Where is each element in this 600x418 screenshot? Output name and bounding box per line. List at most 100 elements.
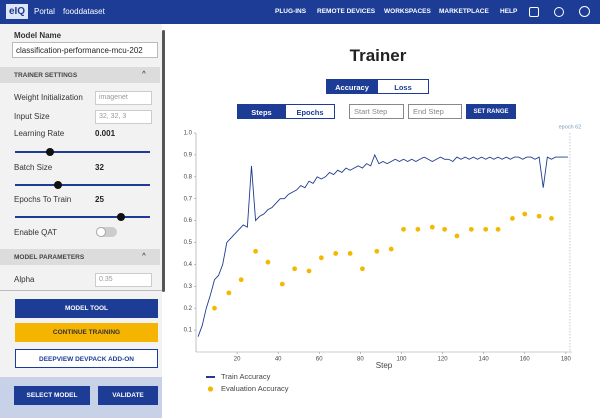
x-tick-label: 20 [234,357,241,363]
select-value: 32, 32, 3 [99,113,127,120]
eval-point [388,246,394,252]
label: Alpha [14,275,35,284]
portal[interactable]: Portal [34,7,55,16]
label: Epochs To Train [14,195,72,204]
divider [0,290,162,291]
nav-link[interactable]: REMOTE DEVICES [317,8,376,15]
label: Input Size [14,112,50,121]
x-tick-label: 80 [357,357,364,363]
x-tick-label: 140 [479,357,490,363]
select-value: 0.35 [99,276,113,283]
eval-point [333,251,339,256]
eval-point [279,281,285,287]
tab[interactable]: Steps [237,104,286,119]
slider-track[interactable] [15,151,150,153]
select[interactable]: imagenet [95,91,152,105]
sidebar-footer: SELECT MODEL VALIDATE [0,377,162,418]
model-name-input[interactable]: classification-performance-mcu-202 [12,42,158,58]
eval-point [212,305,217,311]
icon[interactable] [529,7,539,17]
select-value: imagenet [99,94,128,101]
eval-point [374,248,380,254]
x-tick-label: 40 [275,357,282,363]
x-tick-label: 100 [396,357,407,363]
x-tick-label: 180 [561,357,572,363]
x-tick-label: 60 [316,357,323,363]
slider-track[interactable] [15,216,150,218]
label: Weight Initialization [14,93,83,102]
legend-label: Train Accuracy [221,372,271,381]
button[interactable]: VALIDATE [98,386,158,405]
eval-point [442,226,448,232]
eval-point [318,255,324,261]
scrollbar[interactable] [162,30,165,292]
slider-track[interactable] [15,184,150,186]
nav-link[interactable]: MARKETPLACE [439,8,489,15]
value: 32 [95,163,104,172]
icon[interactable] [554,7,564,17]
eval-point [495,226,501,232]
x-tick-label: 160 [520,357,531,363]
select[interactable]: 32, 32, 3 [95,110,152,124]
eval-point [265,259,271,265]
toggle-knob [96,227,106,237]
y-tick-label: 0.1 [184,328,193,334]
x-tick-label: 120 [438,357,449,363]
nav-link[interactable]: WORKSPACES [384,8,431,15]
page-title: Trainer [349,46,407,65]
section-header[interactable]: TRAINER SETTINGS ^ [0,67,160,83]
y-tick-label: 0.2 [184,306,193,312]
button[interactable]: SELECT MODEL [14,386,90,405]
eval-point [549,216,554,221]
section-title: MODEL PARAMETERS [14,254,85,261]
select[interactable]: 0.35 [95,273,152,287]
button[interactable]: DEEPVIEW DEVPACK ADD-ON [15,349,158,368]
eval-point [360,266,365,272]
button[interactable]: CONTINUE TRAINING [15,323,158,342]
button[interactable]: MODEL TOOL [15,299,158,318]
eval-point [429,224,435,230]
project-name[interactable]: fooddataset [63,7,105,16]
tab[interactable]: Epochs [285,104,335,119]
label: Batch Size [14,163,53,172]
input[interactable]: End Step [408,104,462,119]
slider-knob[interactable] [46,148,54,156]
eval-point [454,233,460,239]
slider-knob[interactable] [117,213,125,221]
eval-point [292,266,298,272]
nav-bar: eIQ Portal fooddataset PLUG-INS REMOTE D… [0,0,600,24]
nav-link[interactable]: PLUG-INS [275,8,307,15]
section-header[interactable]: MODEL PARAMETERS ^ [0,249,160,265]
eval-point [401,226,406,232]
icon[interactable] [579,6,590,17]
eval-point [468,226,474,232]
y-tick-label: 0.9 [184,152,193,158]
input[interactable]: Start Step [349,104,404,119]
eval-point [347,251,353,256]
slider-knob[interactable] [54,181,62,189]
tab[interactable]: Loss [377,79,429,94]
eval-point [415,226,421,232]
value: 25 [95,195,104,204]
eval-point [253,248,258,254]
y-tick-label: 0.3 [184,284,193,290]
annotation: epoch 62 [559,124,582,130]
button[interactable]: SET RANGE [466,104,516,119]
legend-swatch [207,386,214,392]
eval-point [483,226,489,232]
train-line [197,153,568,337]
nav-link[interactable]: HELP [500,8,518,15]
eval-point [226,290,232,296]
label: Enable QAT [14,228,57,237]
y-tick-label: 0.7 [184,196,193,202]
eval-point [536,213,542,219]
eval-point [510,216,515,221]
logo[interactable]: eIQ [6,4,28,19]
label: Model Name [14,31,62,40]
eval-point [306,268,312,274]
value: 0.001 [95,129,116,138]
chart: 0.1 0.2 0.3 0.4 0.5 0.6 0.7 0.8 0.9 1.0 20 40 60 80 10… [184,124,582,393]
tab[interactable]: Accuracy [326,79,378,94]
toggle[interactable] [96,227,117,237]
